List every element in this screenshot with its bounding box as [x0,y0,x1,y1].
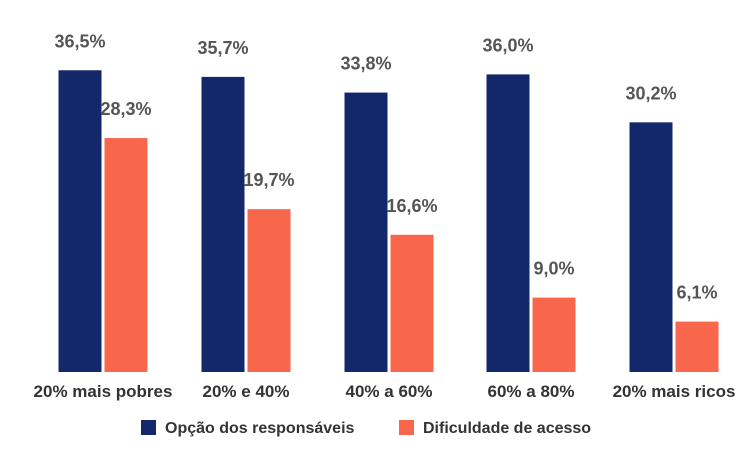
category-label-4: 20% mais ricos [613,382,736,401]
legend-swatch-opcao [141,420,156,435]
legend: Opção dos responsáveis Dificuldade de ac… [141,420,591,437]
value-label-opcao-2: 33,8% [340,54,391,74]
category-labels-layer: 20% mais pobres 20% e 40% 40% a 60% 60% a 8… [34,382,736,401]
bar-opcao-2 [344,92,388,372]
bar-opcao-0 [58,70,102,373]
legend-label-dificuldade: Dificuldade de acesso [423,420,591,437]
legend-label-opcao: Opção dos responsáveis [165,420,355,437]
value-label-opcao-3: 36,0% [482,35,533,55]
legend-swatch-dificuldade [399,420,414,435]
value-label-dificuldade-0: 28,3% [100,99,151,119]
bar-opcao-3 [486,74,530,373]
value-label-opcao-0: 36,5% [54,31,105,51]
category-label-1: 20% e 40% [203,382,290,401]
bar-opcao-1 [201,76,245,372]
bar-dificuldade-0 [104,138,148,372]
value-label-dificuldade-1: 19,7% [243,170,294,190]
bar-opcao-4 [629,122,673,372]
category-label-3: 60% a 80% [488,382,575,401]
bar-dificuldade-3 [532,297,576,372]
bar-dificuldade-1 [247,209,291,372]
bars-layer [58,70,719,373]
value-label-opcao-1: 35,7% [197,38,248,58]
bar-dificuldade-4 [675,321,719,372]
value-label-opcao-4: 30,2% [625,83,676,103]
category-label-0: 20% mais pobres [34,382,173,401]
bar-dificuldade-2 [390,234,434,372]
value-label-dificuldade-2: 16,6% [386,196,437,216]
category-label-2: 40% a 60% [346,382,433,401]
value-label-dificuldade-4: 6,1% [676,283,717,303]
value-labels-layer: 36,5% 28,3% 35,7% 19,7% 33,8% 16,6% 36,0% 9,0% 3… [54,31,717,302]
value-label-dificuldade-3: 9,0% [533,259,574,279]
